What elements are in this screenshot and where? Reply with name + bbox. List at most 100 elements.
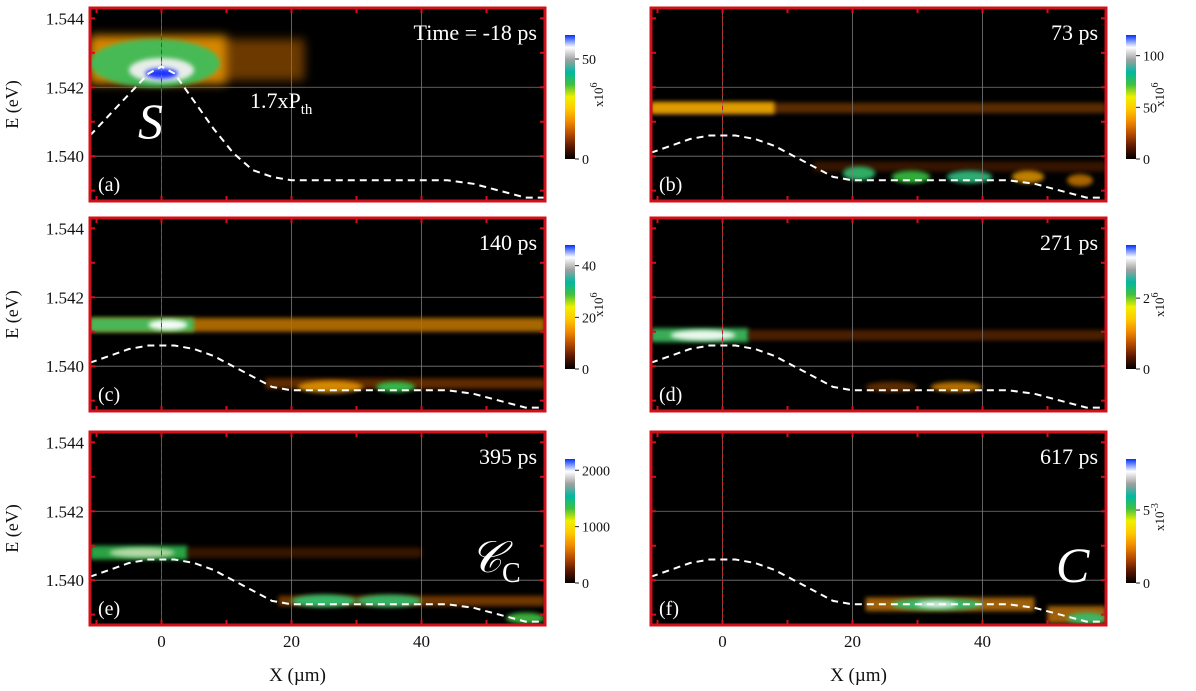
- potential-curve: [90, 344, 545, 409]
- emission-band: [90, 317, 545, 332]
- annotation-cc-sub: C: [502, 558, 521, 589]
- colorbar-exponent-base: x10: [1152, 88, 1167, 108]
- emission-spot: [109, 547, 175, 558]
- colorbar-exponent-power: 6: [1150, 293, 1161, 298]
- colorbar-tick-label: 0: [1143, 363, 1150, 378]
- plot-area: [651, 432, 1106, 625]
- panel-frame: [649, 6, 1108, 203]
- emission-band: [651, 102, 1106, 114]
- emission-spot: [1011, 170, 1045, 184]
- colorbar-tick-label: 50: [582, 53, 596, 68]
- time-label: Time = -18 ps: [414, 20, 537, 45]
- time-label: 271 ps: [1040, 230, 1098, 255]
- colorbar-exponent-base: x10: [1152, 512, 1167, 532]
- panel-label: (b): [659, 174, 682, 196]
- panel-frame: [88, 6, 547, 203]
- colorbar-exponent: x106: [589, 83, 606, 108]
- emission-spot: [148, 319, 188, 331]
- colorbar-tick-label: 2000: [582, 464, 610, 479]
- heatmap-layer: [651, 218, 1106, 411]
- x-axis-label: X (µm): [269, 665, 326, 686]
- colorbar-exponent-power: 6: [1150, 83, 1161, 88]
- plot-area: [651, 218, 1106, 411]
- y-tick-label: 1.542: [46, 502, 84, 521]
- panel-label: (a): [98, 174, 120, 196]
- emission-spot: [917, 600, 957, 608]
- colorbar-tick-label: 20: [582, 311, 596, 326]
- time-label: 73 ps: [1051, 20, 1098, 45]
- panel-b: (b) 73 ps 0 50 100 x106: [649, 6, 1167, 203]
- x-tick-label: 20: [283, 632, 300, 651]
- panel-frame: [649, 216, 1108, 413]
- y-axis-label: E (eV): [2, 290, 23, 338]
- annotation-c: C: [1056, 537, 1090, 593]
- colorbar: [1126, 35, 1136, 159]
- y-axis-label: E (eV): [2, 80, 23, 128]
- colorbar-exponent-power: -3: [1150, 503, 1161, 511]
- y-tick-label: 1.542: [46, 288, 84, 307]
- colorbar-exponent-base: x10: [1152, 298, 1167, 318]
- panel-label: (c): [98, 384, 120, 406]
- colorbar-exponent: x106: [1150, 83, 1167, 108]
- colorbar-tick-label: 50: [1143, 101, 1157, 116]
- panel-frame: [88, 430, 547, 627]
- y-tick-label: 1.544: [46, 433, 85, 452]
- colorbar-tick-label: 40: [582, 260, 596, 275]
- potential-curve: [90, 558, 545, 623]
- potential-curve: [651, 134, 1106, 199]
- heatmap-layer: [651, 8, 1106, 201]
- colorbar: [565, 459, 575, 583]
- y-tick-label: 1.540: [46, 147, 84, 166]
- x-axis-label: X (µm): [830, 665, 887, 686]
- y-axis-label: E (eV): [2, 504, 23, 552]
- power-label: 1.7xPth: [250, 88, 313, 118]
- power-label-main: 1.7xP: [250, 88, 301, 113]
- colorbar-tick-label: 0: [1143, 153, 1150, 168]
- colorbar-exponent-power: 6: [589, 293, 600, 298]
- panel-f: 0 20 40 X (µm) (f) 617 ps C 0 5 x10-3: [649, 430, 1167, 686]
- panel-d: (d) 271 ps 0 2 x106: [649, 216, 1167, 413]
- potential-curve: [651, 558, 1106, 623]
- y-tick-label: 1.540: [46, 571, 84, 590]
- emission-band: [748, 330, 1106, 341]
- panel-label: (f): [659, 598, 679, 620]
- x-tick-label: 40: [974, 632, 991, 651]
- plot-area: [90, 432, 545, 625]
- y-tick-label: 1.544: [46, 219, 85, 238]
- panel-label: (d): [659, 384, 682, 406]
- emission-band: [651, 101, 775, 114]
- colorbar-tick-label: 0: [1143, 577, 1150, 592]
- heatmap-layer: [90, 218, 545, 411]
- emission-band: [187, 547, 422, 558]
- colorbar: [1126, 459, 1136, 583]
- colorbar-tick-label: 1000: [582, 521, 610, 536]
- colorbar: [565, 245, 575, 369]
- colorbar-tick-label: 0: [582, 577, 589, 592]
- panel-e: 1.540 1.542 1.544 E (eV) 0 20 40 X (µm) (e) 395 p…: [2, 430, 610, 686]
- x-tick-label: 40: [413, 632, 430, 651]
- y-tick-label: 1.542: [46, 78, 84, 97]
- colorbar-tick-label: 5: [1143, 504, 1150, 519]
- colorbar-tick-label: 0: [582, 363, 589, 378]
- colorbar-tick-label: 0: [582, 153, 589, 168]
- colorbar: [1126, 245, 1136, 369]
- colorbar: [565, 35, 575, 159]
- x-tick-label: 0: [718, 632, 727, 651]
- x-tick-label: 0: [157, 632, 166, 651]
- y-tick-label: 1.544: [46, 9, 85, 28]
- colorbar-tick-label: 100: [1143, 50, 1164, 65]
- heatmap-layer: [90, 432, 545, 625]
- panel-a: 1.540 1.542 1.544 E (eV) (a) Time = -18 ps S 1.…: [2, 6, 606, 203]
- panel-frame: [88, 216, 547, 413]
- panel-label: (e): [98, 598, 120, 620]
- potential-curve: [651, 344, 1106, 409]
- colorbar-exponent-base: x10: [591, 298, 606, 318]
- colorbar-exponent: x106: [1150, 293, 1167, 318]
- annotation-s: S: [138, 93, 163, 149]
- colorbar-exponent-base: x10: [591, 88, 606, 108]
- colorbar-exponent: x106: [589, 293, 606, 318]
- panel-c: 1.540 1.542 1.544 E (eV) (c) 140 ps 0 20 40 x106: [2, 216, 606, 413]
- emission-spot: [1067, 174, 1093, 187]
- heatmap-layer: [90, 8, 545, 201]
